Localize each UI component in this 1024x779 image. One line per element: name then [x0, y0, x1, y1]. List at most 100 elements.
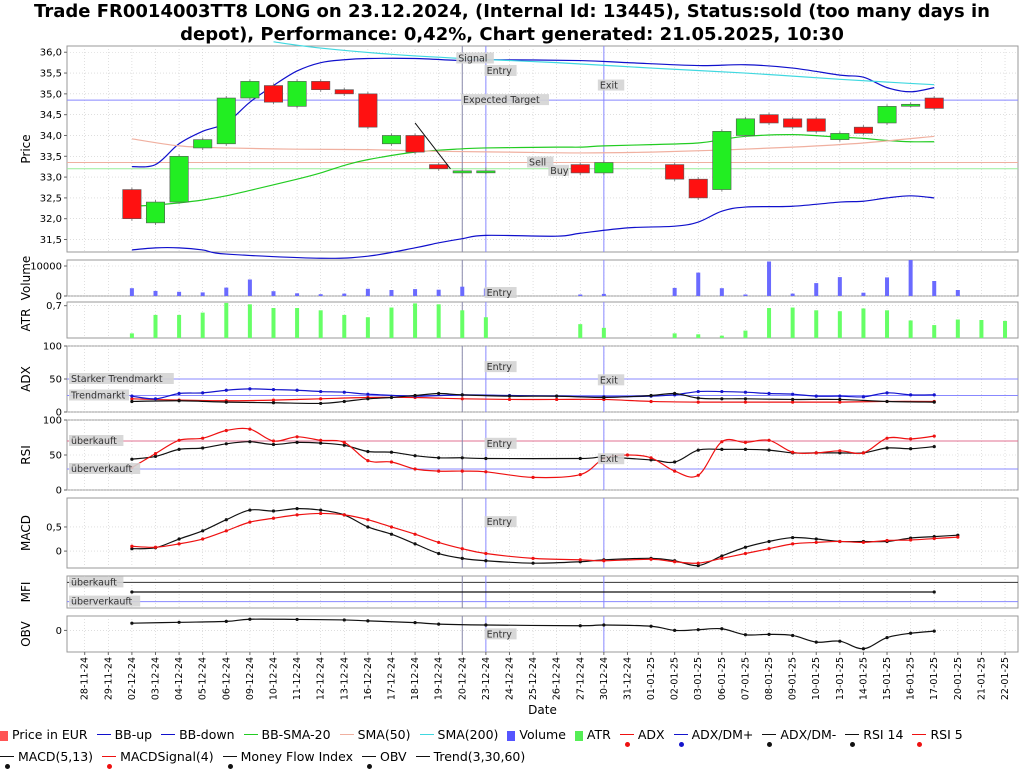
candle-up: [169, 155, 189, 203]
series-point: [366, 518, 370, 522]
volume-bar: [578, 294, 583, 296]
series-point: [673, 628, 677, 633]
y-tick-label: 10000: [30, 262, 62, 273]
atr-bar: [743, 330, 748, 338]
series-point: [743, 400, 748, 404]
series-point: [319, 441, 323, 445]
legend-label: MACDSignal(4): [120, 749, 214, 764]
series-point: [885, 391, 889, 395]
series-point: [696, 396, 700, 400]
series-point: [791, 397, 795, 402]
y-tick-label: 35,5: [40, 69, 62, 80]
annotation-buy: Buy: [550, 166, 569, 177]
series-point: [437, 540, 441, 545]
candle-down: [358, 93, 378, 128]
atr-bar: [483, 317, 488, 338]
legend-symbol: [0, 730, 8, 741]
y-tick-label: 32,0: [40, 214, 62, 225]
legend-symbol: [507, 730, 516, 741]
y-tick-label: 36,0: [40, 48, 62, 59]
series-point: [201, 391, 205, 395]
x-tick-label: 06-01-25: [717, 657, 728, 700]
atr-bar: [719, 335, 724, 338]
candle-up: [735, 118, 755, 136]
panel-volume: [66, 259, 1019, 297]
legend-label: ADX/DM-: [780, 727, 837, 742]
series-point: [814, 537, 818, 541]
series-point: [649, 393, 653, 398]
x-tick-label: 10-12-24: [268, 657, 279, 700]
y-axis-label-adx: ADX: [19, 366, 33, 392]
atr-bar: [224, 302, 229, 338]
volume-bar: [767, 261, 772, 296]
legend-item: BB-SMA-20: [243, 724, 331, 746]
series-point: [437, 469, 441, 473]
x-tick-label: 15-01-25: [882, 657, 893, 700]
annotation--berverkauft-bg: [69, 463, 141, 474]
x-tick-label: 21-01-25: [976, 657, 987, 700]
series-point: [295, 513, 299, 517]
series-point: [342, 443, 346, 447]
series-point: [909, 538, 913, 542]
series-point: [484, 551, 488, 556]
series-point: [413, 454, 417, 458]
annotation-buy-bg: [548, 164, 570, 176]
x-tick-label: 14-01-25: [858, 657, 869, 700]
atr-bar: [177, 314, 182, 338]
y-tick-label: 33,0: [40, 173, 62, 184]
atr-bar: [908, 320, 913, 338]
series-point: [649, 399, 653, 404]
x-tick-label: 13-01-25: [835, 657, 846, 700]
y-tick-label: 31,5: [40, 235, 62, 246]
series-point: [437, 622, 441, 626]
series-point: [791, 450, 795, 454]
series-line-sma-200-: [273, 41, 935, 86]
series-point: [956, 535, 960, 539]
series-point: [437, 391, 441, 396]
annotation-expected-target-bg: [460, 94, 549, 106]
series-point: [909, 437, 913, 441]
candle-up: [594, 162, 614, 174]
x-tick-label: 29-11-24: [103, 657, 114, 700]
x-tick-label: 23-12-24: [481, 657, 492, 700]
y-axis-label-atr: ATR: [19, 309, 33, 332]
legend-symbol: [222, 756, 237, 769]
y-axis-label-price: Price: [19, 134, 33, 163]
annotation--berkauft-bg: [69, 435, 124, 446]
y-tick-label: 100: [43, 342, 62, 353]
series-point: [673, 560, 677, 564]
series-point: [271, 516, 276, 520]
atr-bar: [955, 319, 960, 338]
legend-symbol: [361, 756, 376, 769]
volume-bar: [885, 277, 890, 296]
series-point: [248, 440, 252, 444]
y-tick-label: 50: [49, 451, 62, 462]
series-point: [602, 623, 606, 627]
series-point: [767, 391, 771, 396]
series-point: [271, 439, 276, 443]
candle-up: [216, 97, 236, 145]
x-tick-label: 10-01-25: [811, 657, 822, 700]
series-point: [932, 434, 936, 438]
series-point: [814, 451, 818, 455]
candle-up: [712, 131, 732, 190]
series-point: [366, 397, 370, 401]
series-point: [531, 556, 535, 560]
series-point: [696, 473, 700, 477]
series-point: [177, 620, 181, 624]
legend-item: ADX/DM+: [673, 724, 753, 747]
series-point: [531, 561, 535, 565]
legend-label: BB-up: [114, 727, 153, 742]
candle-down: [311, 81, 331, 90]
candle-down: [122, 189, 142, 220]
series-point: [130, 394, 134, 398]
series-point: [389, 460, 394, 464]
legend-item: MACD(5,13): [0, 746, 93, 769]
volume-bar: [861, 292, 866, 296]
annotation-expected-target: Expected Target: [463, 95, 540, 106]
y-tick-label: 34,0: [40, 131, 62, 142]
y-tick-label: 35,0: [40, 89, 62, 100]
series-point: [861, 395, 866, 399]
series-point: [932, 629, 936, 633]
legend-item: Money Flow Index: [222, 746, 353, 769]
